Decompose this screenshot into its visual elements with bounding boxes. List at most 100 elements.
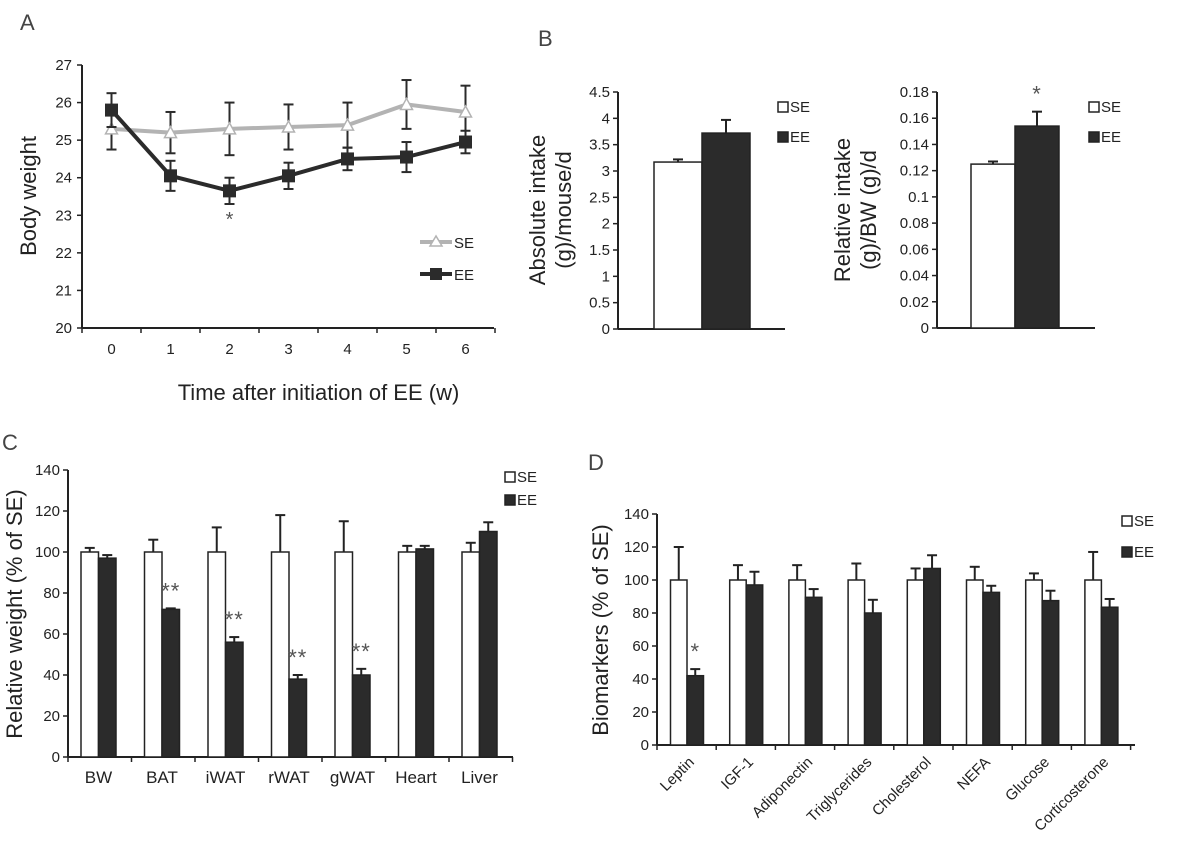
y-tick-label: 1 xyxy=(602,268,610,285)
y-tick-label: 120 xyxy=(624,539,649,556)
bar xyxy=(224,641,244,758)
series-se xyxy=(104,79,473,157)
y-tick-label: 0.12 xyxy=(900,163,929,180)
y-tick-label: 20 xyxy=(43,708,60,725)
data-point-marker xyxy=(222,121,237,135)
bar xyxy=(1100,606,1119,746)
y-tick-label: 0.5 xyxy=(589,295,610,312)
bar xyxy=(143,551,163,758)
series-ee xyxy=(701,118,751,330)
y-axis-title: (g)/BW (g)/d xyxy=(856,150,881,270)
chart-c: 0 20 40 60 80 100 120 140 Relative weight (% of … xyxy=(2,462,537,787)
bar xyxy=(804,596,823,746)
y-tick-label: 0.02 xyxy=(900,294,929,311)
bar xyxy=(686,674,705,746)
y-tick-label: 0 xyxy=(52,749,60,766)
bar xyxy=(1014,125,1060,329)
legend-label-se: SE xyxy=(454,235,474,252)
y-axis-title: Relative intake xyxy=(830,138,855,282)
x-tick-label: 0 xyxy=(107,341,115,358)
significance-marker: ** xyxy=(352,639,371,664)
panel-label-a: A xyxy=(20,10,35,35)
bar xyxy=(982,591,1001,746)
bar xyxy=(461,551,481,758)
bar xyxy=(270,551,290,758)
y-tick-label: 0.08 xyxy=(900,215,929,232)
series-se xyxy=(80,514,481,758)
bar xyxy=(478,530,498,758)
bar xyxy=(397,551,417,758)
bar xyxy=(847,579,866,746)
y-tick-label: 20 xyxy=(55,320,72,337)
data-point-marker xyxy=(340,117,355,131)
legend-label-ee: EE xyxy=(454,267,474,284)
significance-marker: ** xyxy=(288,645,307,670)
legend: SE EE xyxy=(504,469,537,509)
panel-label-b: B xyxy=(538,26,553,51)
bar xyxy=(1041,599,1060,746)
y-tick-label: 60 xyxy=(43,626,60,643)
data-point-marker xyxy=(163,125,178,139)
data-point-marker xyxy=(104,121,119,135)
bar xyxy=(863,612,882,746)
chart-b2: 0 0.02 0.04 0.06 0.08 0.1 0.12 0.14 0.16 0.18 Rela… xyxy=(830,82,1121,337)
significance-marker: ** xyxy=(161,578,180,603)
y-tick-label: 3 xyxy=(602,163,610,180)
y-tick-label: 1.5 xyxy=(589,242,610,259)
bar xyxy=(351,674,371,758)
bar xyxy=(1084,579,1103,746)
x-axis-title: Time after initiation of EE (w) xyxy=(178,380,460,405)
y-tick-label: 80 xyxy=(43,585,60,602)
legend-swatch-ee xyxy=(1121,546,1133,558)
bar xyxy=(415,548,435,758)
y-tick-label: 140 xyxy=(624,506,649,523)
bar xyxy=(161,608,181,758)
y-tick-label: 40 xyxy=(43,667,60,684)
bar xyxy=(745,584,764,746)
y-tick-label: 80 xyxy=(632,605,649,622)
x-tick-label: Glucose xyxy=(1002,754,1053,805)
y-tick-label: 0 xyxy=(602,321,610,338)
series-ee xyxy=(97,521,498,758)
bar xyxy=(669,579,688,746)
y-tick-label: 27 xyxy=(55,57,72,74)
bar xyxy=(207,551,227,758)
x-tick-label: 6 xyxy=(461,341,469,358)
y-tick-label: 2 xyxy=(602,216,610,233)
series-ee xyxy=(1014,110,1060,329)
data-point-marker xyxy=(400,150,413,164)
y-tick-label: 26 xyxy=(55,95,72,112)
y-axis-title: Relative weight (% of SE) xyxy=(2,489,27,738)
legend-marker xyxy=(428,234,444,247)
bar xyxy=(97,557,117,758)
legend-label-ee: EE xyxy=(790,129,810,146)
y-tick-label: 0.18 xyxy=(900,84,929,101)
series-ee xyxy=(686,554,1119,746)
bar xyxy=(965,579,984,746)
legend: SE EE xyxy=(777,99,810,146)
x-tick-label: gWAT xyxy=(330,768,375,787)
y-tick-label: 0.14 xyxy=(900,136,929,153)
x-tick-label: 2 xyxy=(225,341,233,358)
data-point-marker xyxy=(458,104,473,118)
y-tick-label: 24 xyxy=(55,170,72,187)
bar xyxy=(334,551,354,758)
legend-swatch-se xyxy=(777,101,789,113)
panel-label-c: C xyxy=(2,430,18,455)
legend-swatch-ee xyxy=(504,494,516,506)
series-se xyxy=(669,546,1103,746)
data-point-marker xyxy=(281,119,296,133)
y-tick-label: 4 xyxy=(602,110,610,127)
bar xyxy=(788,579,807,746)
x-tick-label: NEFA xyxy=(954,754,994,794)
x-tick-label: 1 xyxy=(166,341,174,358)
y-tick-label: 25 xyxy=(55,132,72,149)
data-point-marker xyxy=(341,152,354,166)
x-tick-label: Heart xyxy=(395,768,437,787)
x-tick-label: BAT xyxy=(146,768,178,787)
bar xyxy=(80,551,100,758)
y-tick-label: 60 xyxy=(632,638,649,655)
y-axis-title: Absolute intake xyxy=(525,135,550,285)
